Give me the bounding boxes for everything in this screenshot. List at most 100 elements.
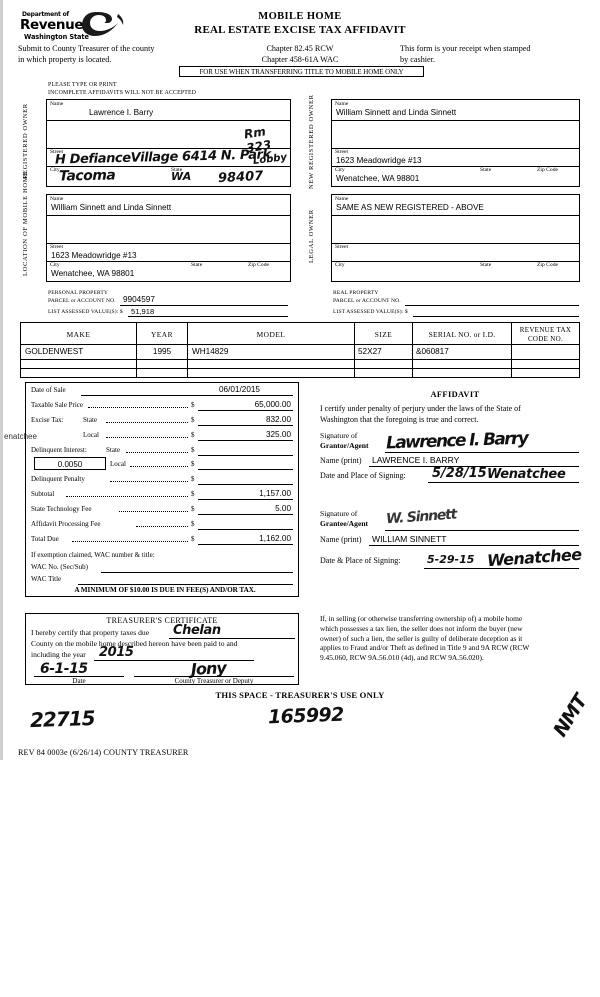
left-edge-overflow-text: enatchee [4,432,37,441]
excise-local-dollar-sign: $ [191,431,195,439]
stamp-center-number: 165992 [267,703,345,729]
treasurer-date-handwritten: 6-1-15 [40,661,88,677]
grantor-agent-label: Grantor/Agent [320,441,369,450]
loc-name-value: William Sinnett and Linda Sinnett [51,203,172,212]
grantor-sig-of-label: Signature of [320,431,358,440]
warning-line3: owner) of such a lien, the seller is gui… [320,633,523,643]
delinquent-penalty-label: Delinquent Penalty [31,475,85,483]
personal-parcel-value: 9904597 [123,295,155,304]
ro-street-label: Street [50,149,64,155]
treasurer-line3: including the year [31,650,86,659]
th-make: MAKE [66,330,91,339]
td-make: GOLDENWEST [25,347,84,356]
lo-name-label: Name [335,196,349,202]
real-assessed-label: LIST ASSESSED VALUE(S): $ [333,309,408,315]
th-model: MODEL [256,330,286,339]
submit-instruction-line1: Submit to County Treasurer of the county [18,44,155,53]
affidavit-fee-label: Affidavit Processing Fee [31,520,101,528]
ro-name-label: Name [50,101,64,107]
personal-property-label1: PERSONAL PROPERTY [48,290,109,296]
excise-state-dollar-sign: $ [191,416,195,424]
grantee-name-print-value: WILLIAM SINNETT [372,534,447,544]
total-due-dollar-sign: $ [191,535,195,543]
delinquent-interest-label: Delinquent Interest: [31,446,87,454]
label-new-registered-owner: NEW REGISTERED OWNER [308,94,315,189]
grantee-agent-label: Grantee/Agent [320,519,369,528]
personal-property-label2: PARCEL or ACCOUNT NO. [48,298,116,304]
state-tech-dollar-sign: $ [191,505,195,513]
delinq-local-label: Local [110,460,126,468]
vehicle-table: MAKE YEAR MODEL SIZE SERIAL NO. or I.D. … [20,322,580,378]
lo-name-value: SAME AS NEW REGISTERED - ABOVE [336,203,484,212]
nro-name-label: Name [335,101,349,107]
total-due-label: Total Due [31,535,59,543]
affidavit-fee-dollar-sign: $ [191,520,195,528]
state-tech-fee-label: State Technology Fee [31,505,92,513]
loc-state-label: State [191,262,203,268]
treasurer-heading: TREASURER'S CERTIFICATE [106,616,218,625]
grantee-name-print-label: Name (print) [320,535,362,544]
excise-tax-label: Excise Tax: [31,416,64,424]
subtotal-label: Subtotal [31,490,55,498]
nro-street-value: 1623 Meadowridge #13 [336,156,422,165]
scan-edge-artifact [0,0,3,760]
delinquent-rate-box[interactable]: 0.0050 [34,457,106,470]
treasurer-line2: County on the mobile home described here… [31,639,238,648]
th-size: SIZE [374,330,393,339]
location-of-mobile-home-box: Name William Sinnett and Linda Sinnett S… [46,194,291,282]
legal-owner-box: Name SAME AS NEW REGISTERED - ABOVE Stre… [331,194,580,282]
td-size: 52X27 [358,347,382,356]
grantee-date-place-label: Date & Place of Signing: [320,556,401,565]
dor-logo: Department of Revenue Washington State [20,10,125,44]
wac-no-label: WAC No. (Sec/Sub) [31,563,88,571]
form-footer-revision: REV 84 0003e (6/26/14) COUNTY TREASURER [18,748,189,757]
chapter-wac: Chapter 458-61A WAC [261,55,339,64]
loc-city-value: Wenatchee, WA 98801 [51,269,135,278]
subtotal-value: 1,157.00 [259,489,291,498]
logo-state-text: Washington State [24,33,89,41]
ro-state-handwritten: WA [171,170,192,183]
receipt-note-line1: This form is your receipt when stamped [400,44,531,53]
treasurer-year-handwritten: 2015 [99,645,134,660]
submit-instruction-line2: in which property is located. [18,55,112,64]
td-year: 1995 [152,347,172,356]
grantee-place-handwritten: Wenatchee [486,544,583,571]
th-year: YEAR [150,330,174,339]
excise-state-value: 832.00 [265,415,291,424]
state-tech-fee-value: 5.00 [275,504,291,513]
label-legal-owner: LEGAL OWNER [308,209,315,263]
td-serial: &060817 [416,347,449,356]
excise-state-label: State [83,416,97,424]
please-type-note: PLEASE TYPE OR PRINT [48,82,117,88]
nro-zip-label: Zip Code [537,167,558,173]
real-property-label1: REAL PROPERTY [333,290,379,296]
total-due-value: 1,162.00 [259,534,291,543]
loc-street-label: Street [50,244,64,250]
excise-local-value: 325.00 [265,430,291,439]
nro-street-label: Street [335,149,349,155]
warning-line2: which possesses a tax lien, the seller d… [320,623,523,633]
th-revenue-tax-line1: REVENUE TAX [519,326,572,334]
nro-city-value: Wenatchee, WA 98801 [336,174,420,183]
chapter-rcw: Chapter 82.45 RCW [266,44,334,53]
form-title-line1: MOBILE HOME [258,11,342,22]
affidavit-certify-line2: Washington that the foregoing is true an… [320,415,479,424]
registered-owner-box: Name Lawrence I. Barry Street H Defiance… [46,99,291,187]
real-property-label2: PARCEL or ACCOUNT NO. [333,298,401,304]
grantor-signature-handwritten: Lawrence I. Barry [385,428,528,454]
lien-warning-block: If, in selling (or otherwise transferrin… [320,614,582,663]
delinq-penalty-dollar-sign: $ [191,475,195,483]
nro-state-label: State [480,167,492,173]
th-revenue-tax-line2: CODE NO. [527,335,564,343]
date-of-sale-value: 06/01/2015 [219,385,260,394]
subtotal-dollar-sign: $ [191,490,195,498]
grantor-date-place-label: Date and Place of Signing: [320,471,406,480]
treasurer-signature-label: County Treasurer or Deputy [174,677,254,685]
exemption-claimed-label: If exemption claimed, WAC number & title… [31,551,155,559]
warning-line5: 9.45.060, RCW 9A.56.010 (4d), and RCW 9A… [320,653,484,663]
minimum-due-note: A MINIMUM OF $10.00 IS DUE IN FEE(S) AND… [74,586,256,594]
incomplete-note: INCOMPLETE AFFIDAVITS WILL NOT BE ACCEPT… [48,90,197,96]
grantee-signature-handwritten: W. Sinnett [385,506,457,528]
label-registered-owner: REGISTERED OWNER [22,103,29,179]
delinq-state-dollar-sign: $ [191,446,195,454]
